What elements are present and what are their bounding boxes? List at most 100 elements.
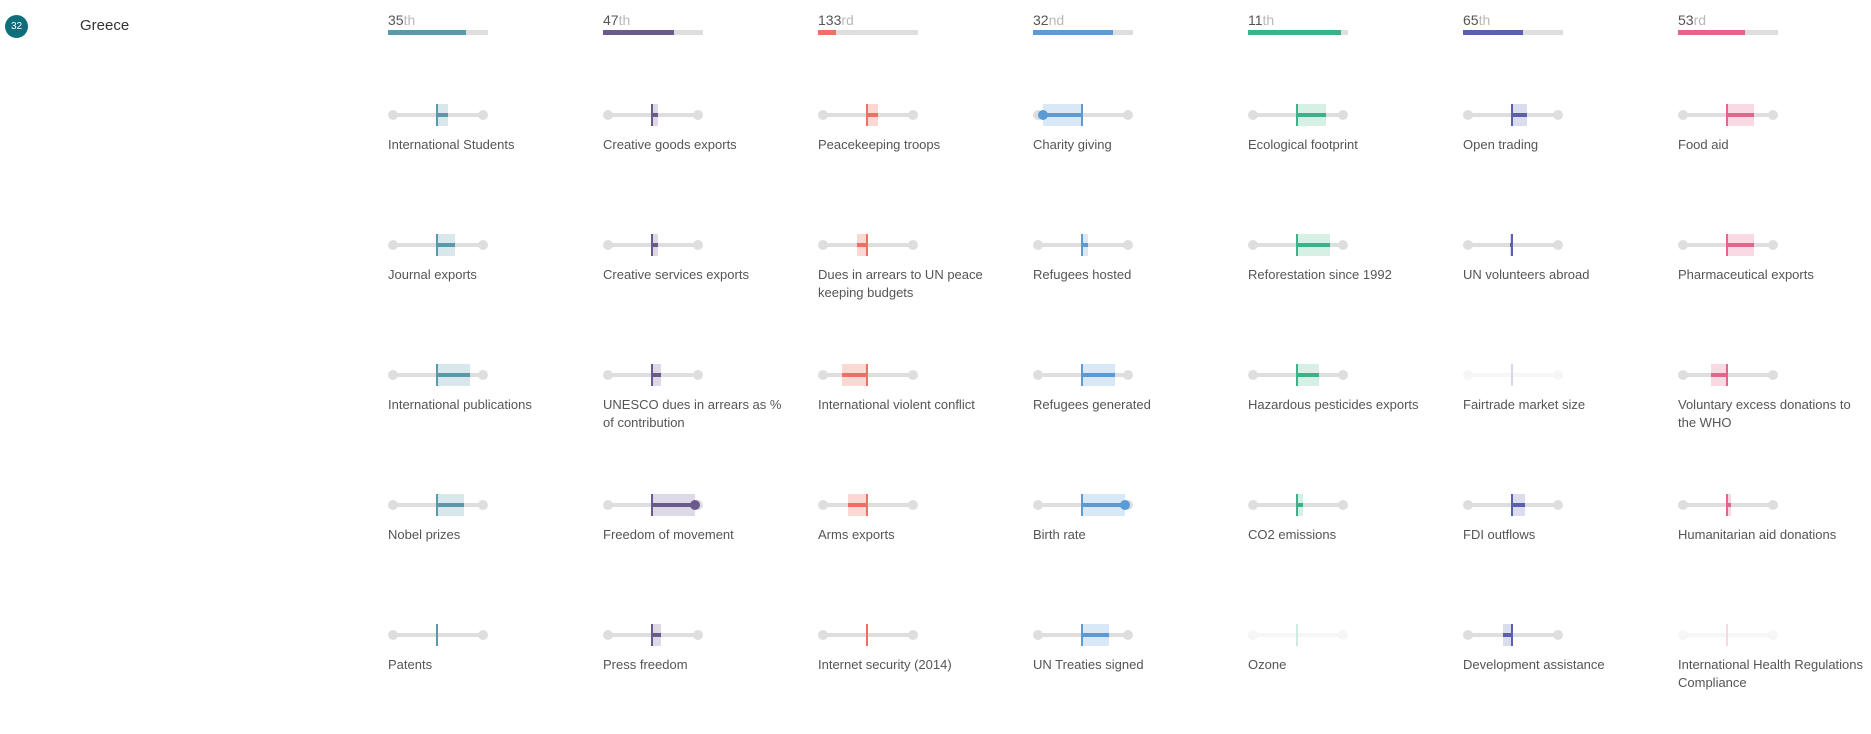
indicator[interactable]: Ecological footprint	[1248, 104, 1448, 214]
slider-value-segment	[1297, 373, 1319, 377]
indicator-slider[interactable]	[818, 364, 920, 386]
slider-reference-line	[866, 494, 869, 516]
slider-reference-line	[651, 234, 654, 256]
indicator[interactable]: Patents	[388, 624, 588, 734]
indicator-slider[interactable]	[1033, 624, 1135, 646]
indicator[interactable]: FDI outflows	[1463, 494, 1663, 604]
indicator[interactable]: Voluntary excess donations to the WHO	[1678, 364, 1871, 474]
indicator-slider[interactable]	[1463, 624, 1565, 646]
indicator[interactable]: Ozone	[1248, 624, 1448, 734]
indicator-slider[interactable]	[603, 364, 705, 386]
indicator[interactable]: UNESCO dues in arrears as % of contribut…	[603, 364, 803, 474]
indicator[interactable]: Internet security (2014)	[818, 624, 1018, 734]
indicator-slider[interactable]	[818, 624, 920, 646]
indicator-slider[interactable]	[603, 624, 705, 646]
slider-value-segment	[1512, 113, 1528, 117]
indicator-slider[interactable]	[1463, 234, 1565, 256]
indicator-slider[interactable]	[1463, 364, 1565, 386]
indicator[interactable]: International publications	[388, 364, 588, 474]
indicator[interactable]: Press freedom	[603, 624, 803, 734]
indicator-slider[interactable]	[1463, 494, 1565, 516]
indicator-slider[interactable]	[818, 234, 920, 256]
slider-min-end	[603, 240, 613, 250]
indicator-slider[interactable]	[1248, 104, 1350, 126]
indicator-slider[interactable]	[1678, 234, 1780, 256]
indicator[interactable]: Nobel prizes	[388, 494, 588, 604]
indicator-slider[interactable]	[603, 234, 705, 256]
slider-track	[824, 373, 914, 377]
indicator-label: Creative goods exports	[603, 137, 737, 152]
slider-reference-line	[866, 234, 869, 256]
slider-max-end	[1338, 240, 1348, 250]
indicator-slider[interactable]	[1033, 494, 1135, 516]
slider-value-segment	[1082, 243, 1089, 247]
slider-track	[1469, 243, 1559, 247]
indicator-label: FDI outflows	[1463, 527, 1536, 542]
indicator-slider[interactable]	[1678, 364, 1780, 386]
indicator[interactable]: Pharmaceutical exports	[1678, 234, 1871, 344]
indicator-slider[interactable]	[818, 494, 920, 516]
indicator-label: Freedom of movement	[603, 527, 734, 542]
indicator-slider[interactable]	[1033, 234, 1135, 256]
indicator-slider[interactable]	[603, 494, 705, 516]
indicator[interactable]: Creative services exports	[603, 234, 803, 344]
indicator[interactable]: Humanitarian aid donations	[1678, 494, 1871, 604]
indicator-slider[interactable]	[818, 104, 920, 126]
country-name[interactable]: Greece	[80, 17, 130, 34]
indicator-slider[interactable]	[1678, 624, 1780, 646]
category-rank-bar-fill	[1678, 30, 1745, 35]
slider-reference-line	[651, 494, 654, 516]
indicator[interactable]: Food aid	[1678, 104, 1871, 214]
indicator-slider[interactable]	[1248, 624, 1350, 646]
slider-reference-line	[651, 624, 654, 646]
slider-min-end	[1033, 370, 1043, 380]
slider-min-end	[1463, 370, 1473, 380]
indicator[interactable]: Dues in arrears to UN peace keeping budg…	[818, 234, 1018, 344]
indicator[interactable]: Journal exports	[388, 234, 588, 344]
indicator-label: International Health Regulations Complia…	[1678, 657, 1864, 690]
indicator-slider[interactable]	[1033, 364, 1135, 386]
slider-min-end	[603, 370, 613, 380]
indicator[interactable]: UN Treaties signed	[1033, 624, 1233, 734]
indicator-slider[interactable]	[1248, 364, 1350, 386]
indicator[interactable]: International Students	[388, 104, 588, 214]
indicator[interactable]: Refugees generated	[1033, 364, 1233, 474]
indicator[interactable]: Hazardous pesticides exports	[1248, 364, 1448, 474]
indicator-slider[interactable]	[1678, 104, 1780, 126]
slider-max-end	[478, 630, 488, 640]
indicator[interactable]: UN volunteers abroad	[1463, 234, 1663, 344]
indicator[interactable]: Open trading	[1463, 104, 1663, 214]
indicator-slider[interactable]	[1248, 234, 1350, 256]
indicator[interactable]: Birth rate	[1033, 494, 1233, 604]
indicator-slider[interactable]	[603, 104, 705, 126]
indicator-slider[interactable]	[388, 234, 490, 256]
category-rank: 53rd	[1678, 12, 1706, 28]
indicator-slider[interactable]	[1033, 104, 1135, 126]
category-rank-bar	[1033, 30, 1133, 35]
indicator[interactable]: Freedom of movement	[603, 494, 803, 604]
indicator[interactable]: Refugees hosted	[1033, 234, 1233, 344]
indicator[interactable]: International violent conflict	[818, 364, 1018, 474]
slider-min-end	[603, 110, 613, 120]
slider-value-segment	[1297, 243, 1331, 247]
indicator-slider[interactable]	[1463, 104, 1565, 126]
slider-min-end	[1248, 240, 1258, 250]
indicator-slider[interactable]	[388, 104, 490, 126]
indicator-slider[interactable]	[1248, 494, 1350, 516]
indicator[interactable]: CO2 emissions	[1248, 494, 1448, 604]
indicator[interactable]: Development assistance	[1463, 624, 1663, 734]
indicator-slider[interactable]	[388, 494, 490, 516]
category-rank-number: 32	[1033, 12, 1049, 28]
indicator[interactable]: Reforestation since 1992	[1248, 234, 1448, 344]
indicator[interactable]: Fairtrade market size	[1463, 364, 1663, 474]
indicator[interactable]: Creative goods exports	[603, 104, 803, 214]
indicator-slider[interactable]	[388, 624, 490, 646]
category-rank-number: 35	[388, 12, 404, 28]
slider-min-end	[1033, 240, 1043, 250]
indicator[interactable]: International Health Regulations Complia…	[1678, 624, 1871, 734]
indicator[interactable]: Charity giving	[1033, 104, 1233, 214]
indicator[interactable]: Arms exports	[818, 494, 1018, 604]
indicator-slider[interactable]	[1678, 494, 1780, 516]
indicator-slider[interactable]	[388, 364, 490, 386]
indicator[interactable]: Peacekeeping troops	[818, 104, 1018, 214]
